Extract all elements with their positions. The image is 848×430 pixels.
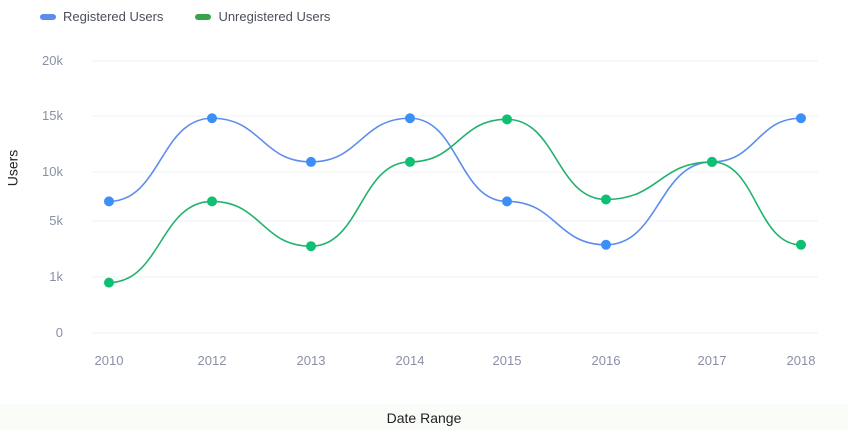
y-tick-label: 5k: [49, 213, 63, 228]
unregistered-users-point[interactable]: [306, 241, 316, 252]
legend-swatch-unregistered: [195, 13, 212, 20]
registered-users-line: [108, 117, 802, 246]
legend-label-registered: Registered Users: [63, 9, 164, 24]
registered-users-point[interactable]: [796, 113, 806, 124]
x-tick-label: 2013: [297, 353, 326, 368]
x-tick-label: 2012: [198, 353, 227, 368]
legend-item-unregistered[interactable]: Unregistered Users: [195, 9, 330, 24]
registered-users-point[interactable]: [502, 196, 512, 207]
legend-swatch-registered: [40, 13, 56, 20]
registered-users-point[interactable]: [104, 196, 114, 207]
chart-card: Registered Users Unregistered Users 0 1k 5…: [4, 9, 818, 368]
registered-users-point[interactable]: [405, 113, 415, 124]
x-tick-label: 2014: [396, 353, 425, 368]
y-tick-label: 10k: [42, 164, 63, 179]
x-axis-title: Date Range: [386, 410, 462, 426]
registered-users-point[interactable]: [207, 113, 217, 124]
line-chart: 0 1k 5k 10k 15k 20k 2010 2012 2013 2014 2015 2016 20…: [42, 53, 818, 368]
y-tick-label: 0: [56, 325, 63, 340]
unregistered-users-point[interactable]: [601, 194, 611, 205]
x-tick-label: 2016: [592, 353, 621, 368]
y-axis-title: Users: [4, 149, 21, 187]
unregistered-users-point[interactable]: [104, 277, 114, 288]
y-tick-label: 1k: [49, 269, 63, 284]
legend-item-registered[interactable]: Registered Users: [40, 9, 163, 24]
unregistered-users-point[interactable]: [405, 156, 415, 167]
y-tick-label: 20k: [42, 53, 63, 68]
unregistered-users-point[interactable]: [207, 196, 217, 207]
unregistered-users-point[interactable]: [502, 114, 512, 125]
registered-users-point[interactable]: [306, 156, 316, 167]
unregistered-users-point[interactable]: [796, 239, 806, 250]
legend-label-unregistered: Unregistered Users: [218, 9, 331, 24]
x-tick-label: 2017: [698, 353, 727, 368]
x-tick-label: 2018: [787, 353, 816, 368]
unregistered-users-point[interactable]: [707, 156, 717, 167]
legend: Registered Users Unregistered Users: [40, 9, 330, 24]
x-tick-label: 2010: [95, 353, 124, 368]
x-tick-label: 2015: [493, 353, 522, 368]
registered-users-point[interactable]: [601, 239, 611, 250]
unregistered-users-line: [108, 118, 802, 284]
y-tick-label: 15k: [42, 108, 63, 123]
